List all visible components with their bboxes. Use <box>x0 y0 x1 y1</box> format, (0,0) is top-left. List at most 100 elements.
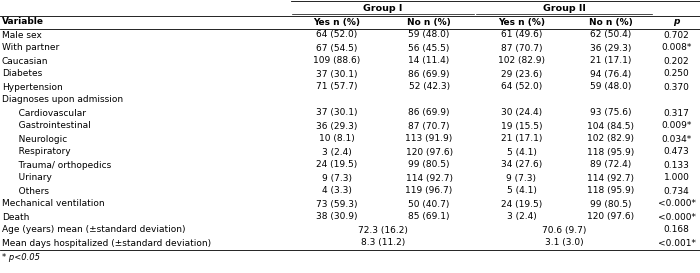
Text: 14 (11.4): 14 (11.4) <box>409 57 449 66</box>
Text: 3 (2.4): 3 (2.4) <box>322 147 351 156</box>
Text: 71 (57.7): 71 (57.7) <box>316 82 358 91</box>
Text: 0.168: 0.168 <box>664 225 690 235</box>
Text: 3 (2.4): 3 (2.4) <box>507 212 536 221</box>
Text: 19 (15.5): 19 (15.5) <box>500 121 542 130</box>
Text: 0.317: 0.317 <box>664 108 690 117</box>
Text: 21 (17.1): 21 (17.1) <box>589 57 631 66</box>
Text: With partner: With partner <box>2 43 60 52</box>
Text: 52 (42.3): 52 (42.3) <box>409 82 449 91</box>
Text: 10 (8.1): 10 (8.1) <box>318 135 355 144</box>
Text: No n (%): No n (%) <box>407 17 451 26</box>
Text: Death: Death <box>2 212 29 221</box>
Text: 94 (76.4): 94 (76.4) <box>590 70 631 79</box>
Text: 59 (48.0): 59 (48.0) <box>408 31 450 40</box>
Text: Group I: Group I <box>363 4 402 13</box>
Text: 118 (95.9): 118 (95.9) <box>587 147 634 156</box>
Text: 37 (30.1): 37 (30.1) <box>316 108 358 117</box>
Text: Respiratory: Respiratory <box>10 147 71 156</box>
Text: Gastrointestinal: Gastrointestinal <box>10 121 91 130</box>
Text: 24 (19.5): 24 (19.5) <box>316 161 357 170</box>
Text: 119 (96.7): 119 (96.7) <box>405 186 453 195</box>
Text: Mean days hospitalized (±standard deviation): Mean days hospitalized (±standard deviat… <box>2 239 211 248</box>
Text: Urinary: Urinary <box>10 174 52 182</box>
Text: 89 (72.4): 89 (72.4) <box>590 161 631 170</box>
Text: <0.000*: <0.000* <box>657 200 696 209</box>
Text: 36 (29.3): 36 (29.3) <box>589 43 631 52</box>
Text: 37 (30.1): 37 (30.1) <box>316 70 358 79</box>
Text: 118 (95.9): 118 (95.9) <box>587 186 634 195</box>
Text: Cardiovascular: Cardiovascular <box>10 108 86 117</box>
Text: 114 (92.7): 114 (92.7) <box>587 174 634 182</box>
Text: Yes n (%): Yes n (%) <box>313 17 361 26</box>
Text: 102 (82.9): 102 (82.9) <box>498 57 545 66</box>
Text: 0.008*: 0.008* <box>662 43 692 52</box>
Text: 50 (40.7): 50 (40.7) <box>408 200 450 209</box>
Text: 99 (80.5): 99 (80.5) <box>408 161 450 170</box>
Text: 67 (54.5): 67 (54.5) <box>316 43 358 52</box>
Text: Trauma/ orthopedics: Trauma/ orthopedics <box>10 161 111 170</box>
Text: Age (years) mean (±standard deviation): Age (years) mean (±standard deviation) <box>2 225 186 235</box>
Text: 0.202: 0.202 <box>664 57 690 66</box>
Text: * p<0.05: * p<0.05 <box>2 253 40 262</box>
Text: 38 (30.9): 38 (30.9) <box>316 212 358 221</box>
Text: 70.6 (9.7): 70.6 (9.7) <box>542 225 587 235</box>
Text: <0.001*: <0.001* <box>657 239 696 248</box>
Text: 56 (45.5): 56 (45.5) <box>408 43 450 52</box>
Text: 72.3 (16.2): 72.3 (16.2) <box>358 225 408 235</box>
Text: 0.009*: 0.009* <box>662 121 692 130</box>
Text: 61 (49.6): 61 (49.6) <box>500 31 542 40</box>
Text: 1.000: 1.000 <box>664 174 690 182</box>
Text: 86 (69.9): 86 (69.9) <box>408 108 450 117</box>
Text: Caucasian: Caucasian <box>2 57 48 66</box>
Text: 0.370: 0.370 <box>664 82 690 91</box>
Text: 113 (91.9): 113 (91.9) <box>405 135 453 144</box>
Text: 62 (50.4): 62 (50.4) <box>590 31 631 40</box>
Text: 64 (52.0): 64 (52.0) <box>316 31 357 40</box>
Text: 59 (48.0): 59 (48.0) <box>589 82 631 91</box>
Text: Yes n (%): Yes n (%) <box>498 17 545 26</box>
Text: 9 (7.3): 9 (7.3) <box>507 174 536 182</box>
Text: Variable: Variable <box>2 17 44 26</box>
Text: 102 (82.9): 102 (82.9) <box>587 135 634 144</box>
Text: 0.133: 0.133 <box>664 161 690 170</box>
Text: Hypertension: Hypertension <box>2 82 63 91</box>
Text: 0.702: 0.702 <box>664 31 690 40</box>
Text: 24 (19.5): 24 (19.5) <box>501 200 542 209</box>
Text: 30 (24.4): 30 (24.4) <box>501 108 542 117</box>
Text: No n (%): No n (%) <box>589 17 632 26</box>
Text: 120 (97.6): 120 (97.6) <box>405 147 453 156</box>
Text: 36 (29.3): 36 (29.3) <box>316 121 358 130</box>
Text: 0.473: 0.473 <box>664 147 690 156</box>
Text: 64 (52.0): 64 (52.0) <box>501 82 542 91</box>
Text: 0.034*: 0.034* <box>662 135 692 144</box>
Text: 114 (92.7): 114 (92.7) <box>405 174 453 182</box>
Text: 99 (80.5): 99 (80.5) <box>589 200 631 209</box>
Text: 73 (59.3): 73 (59.3) <box>316 200 358 209</box>
Text: 29 (23.6): 29 (23.6) <box>501 70 542 79</box>
Text: 5 (4.1): 5 (4.1) <box>507 147 536 156</box>
Text: 86 (69.9): 86 (69.9) <box>408 70 450 79</box>
Text: Diabetes: Diabetes <box>2 70 42 79</box>
Text: 87 (70.7): 87 (70.7) <box>408 121 450 130</box>
Text: Neurologic: Neurologic <box>10 135 67 144</box>
Text: 0.734: 0.734 <box>664 186 690 195</box>
Text: p: p <box>673 17 680 26</box>
Text: 109 (88.6): 109 (88.6) <box>313 57 361 66</box>
Text: 87 (70.7): 87 (70.7) <box>500 43 542 52</box>
Text: Others: Others <box>10 186 49 195</box>
Text: <0.000*: <0.000* <box>657 212 696 221</box>
Text: 34 (27.6): 34 (27.6) <box>501 161 542 170</box>
Text: 85 (69.1): 85 (69.1) <box>408 212 450 221</box>
Text: 3.1 (3.0): 3.1 (3.0) <box>545 239 584 248</box>
Text: 8.3 (11.2): 8.3 (11.2) <box>360 239 405 248</box>
Text: Male sex: Male sex <box>2 31 42 40</box>
Text: 93 (75.6): 93 (75.6) <box>589 108 631 117</box>
Text: 4 (3.3): 4 (3.3) <box>322 186 351 195</box>
Text: 21 (17.1): 21 (17.1) <box>500 135 542 144</box>
Text: 0.250: 0.250 <box>664 70 690 79</box>
Text: 120 (97.6): 120 (97.6) <box>587 212 634 221</box>
Text: Mechanical ventilation: Mechanical ventilation <box>2 200 104 209</box>
Text: 9 (7.3): 9 (7.3) <box>322 174 351 182</box>
Text: Diagnoses upon admission: Diagnoses upon admission <box>2 96 123 105</box>
Text: 5 (4.1): 5 (4.1) <box>507 186 536 195</box>
